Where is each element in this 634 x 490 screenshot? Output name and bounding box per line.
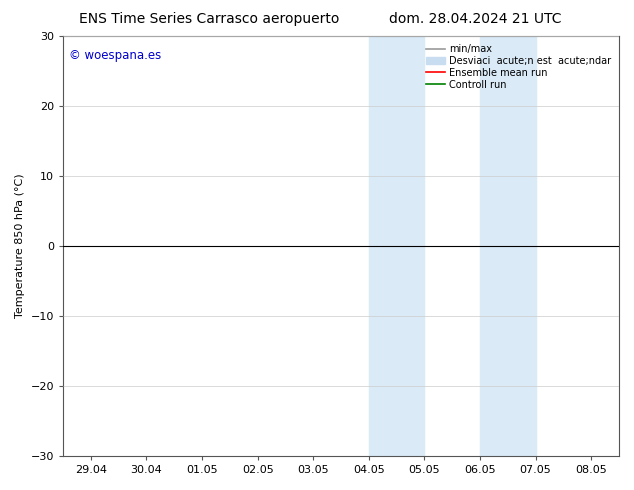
Bar — [369, 36, 424, 456]
Legend: min/max, Desviaci  acute;n est  acute;ndar, Ensemble mean run, Controll run: min/max, Desviaci acute;n est acute;ndar… — [423, 41, 614, 93]
Y-axis label: Temperature 850 hPa (°C): Temperature 850 hPa (°C) — [15, 174, 25, 318]
Text: © woespana.es: © woespana.es — [68, 49, 161, 62]
Text: dom. 28.04.2024 21 UTC: dom. 28.04.2024 21 UTC — [389, 12, 562, 26]
Text: ENS Time Series Carrasco aeropuerto: ENS Time Series Carrasco aeropuerto — [79, 12, 339, 26]
Bar — [480, 36, 536, 456]
